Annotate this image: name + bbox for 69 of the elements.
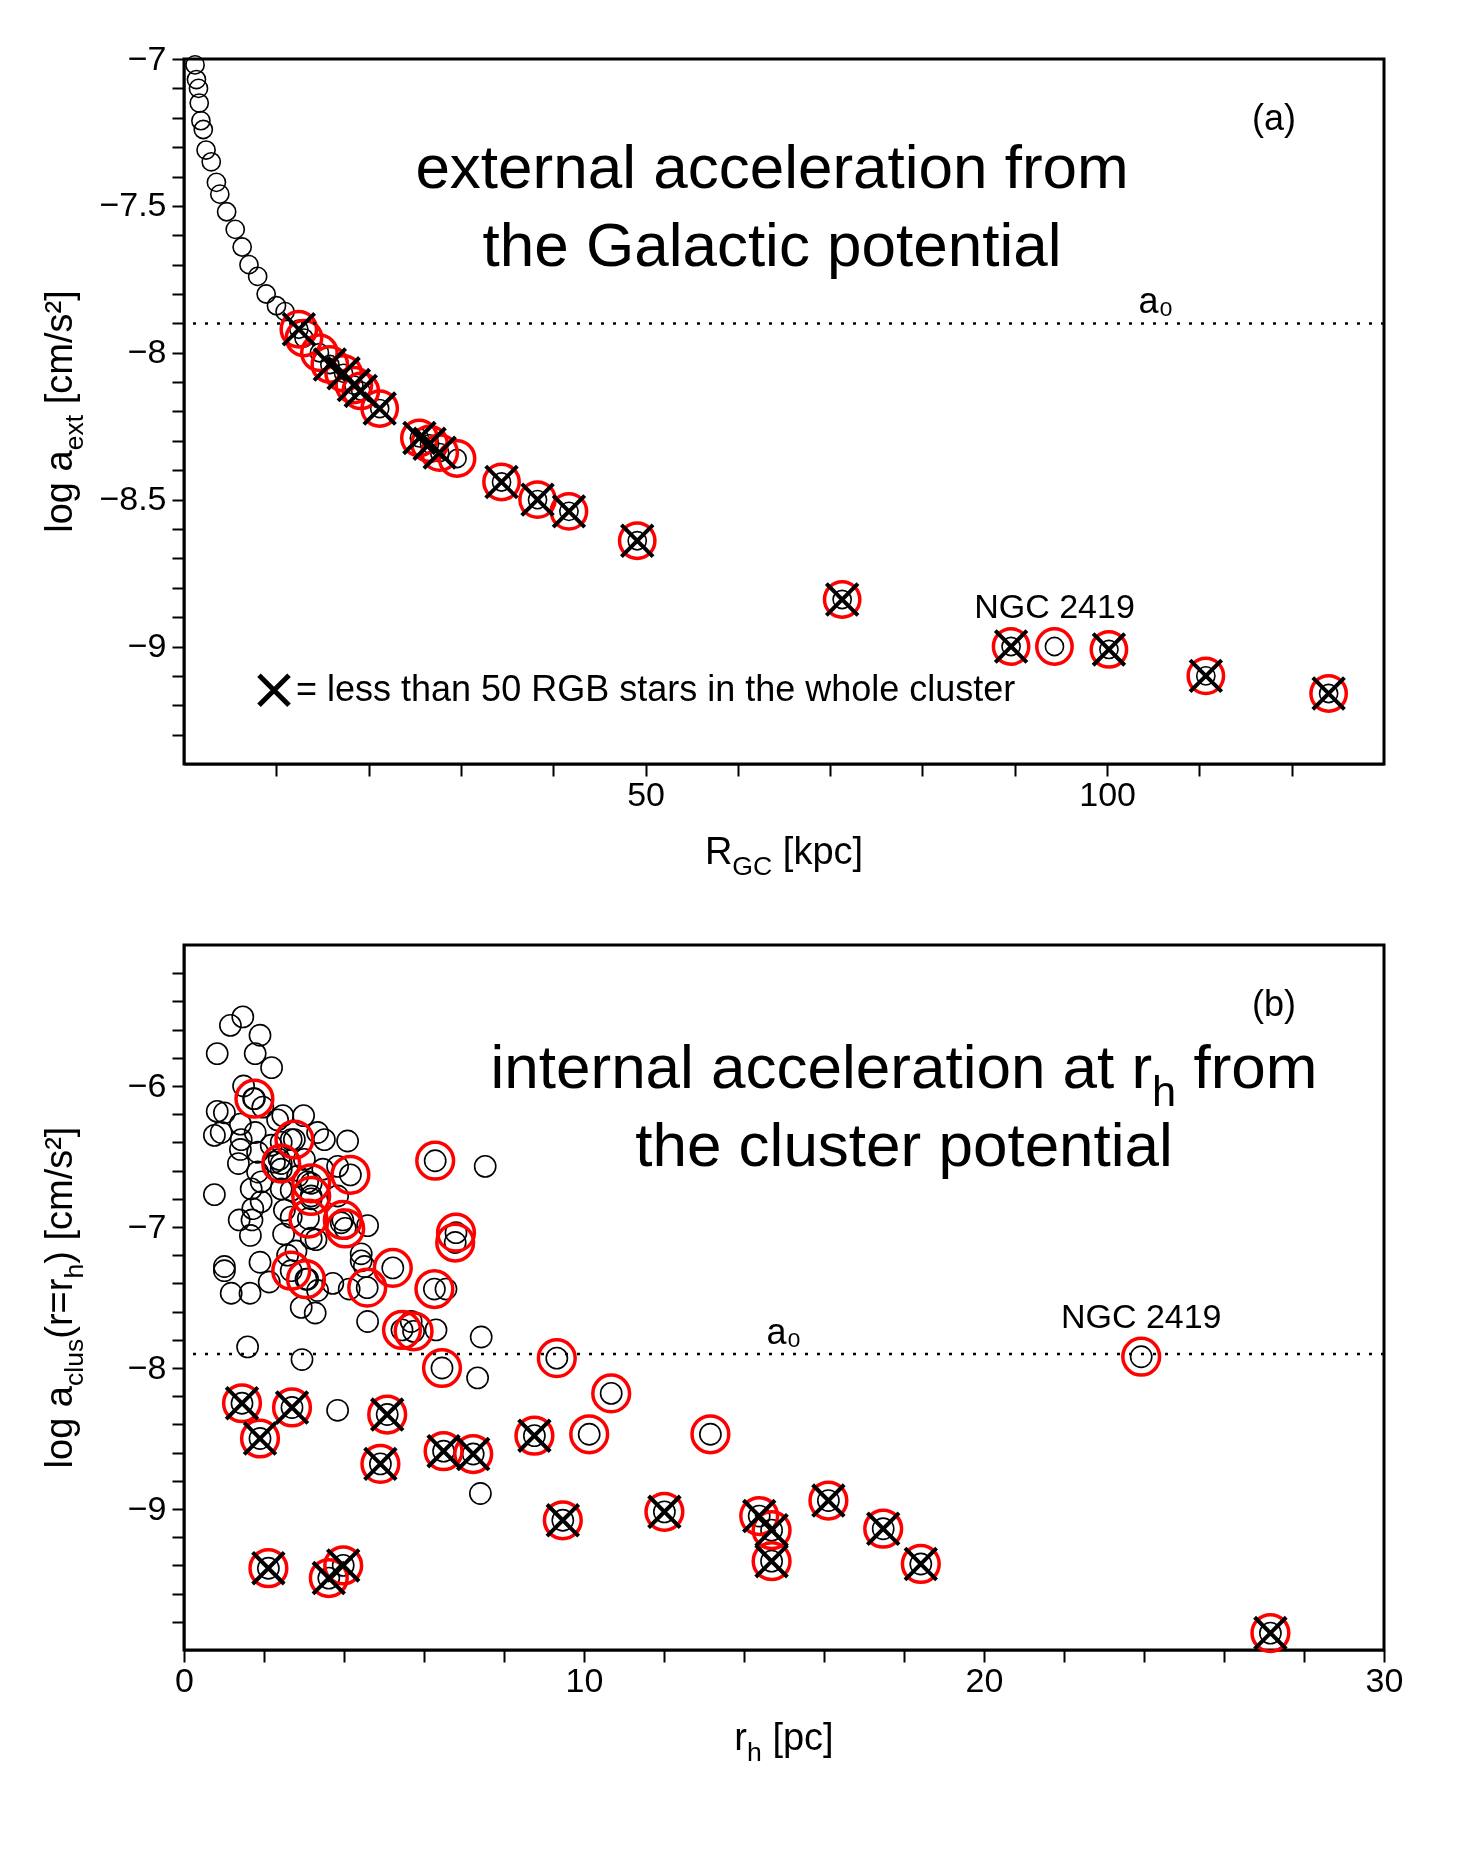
x-tick-label: 0 [175,1660,194,1699]
point [247,266,268,287]
point [288,1198,329,1239]
point [232,237,253,257]
y-tick-label: −9 [127,1488,167,1527]
point [274,1119,315,1160]
point [188,78,209,99]
y-tick-label: −8.5 [99,479,167,518]
point [393,1311,434,1352]
point [266,295,287,316]
point [285,1259,327,1300]
y-tick-label: −8 [127,332,167,371]
y-tick-label: −7 [127,38,167,77]
x-tick-label: 50 [627,774,665,813]
point [234,1078,275,1119]
x-tick-label: 30 [1365,1660,1404,1699]
point [191,110,211,131]
x-tick-label: 10 [565,1660,604,1699]
point [275,301,295,322]
point [196,140,216,160]
y-axis-title: log aext [cm/s²] [38,290,90,533]
y-tick-label: −7.5 [99,185,167,224]
point [381,1309,423,1351]
point [330,1154,371,1195]
point [216,201,237,222]
point [347,1267,388,1308]
y-axis-title: log aclus(r=rh) [cm/s²] [38,1126,90,1469]
y-tick-label: −8 [127,1347,167,1386]
point [291,1175,332,1217]
y-tick-label: −9 [127,626,167,664]
point [261,1143,302,1184]
legend-label: = less than 50 RGB stars in the whole cluster [296,668,1016,710]
point [435,1212,477,1253]
annotation: NGC 2419 [1060,1296,1222,1335]
point [225,219,246,240]
annotation: (b) [1252,983,1296,1024]
text: external acceleration from the Galactic potential [415,131,1129,279]
point [291,1163,332,1204]
ref-line-label: a₀ [1138,280,1174,322]
point [256,284,277,304]
x-tick-label: 20 [965,1660,1004,1699]
point [206,172,227,193]
point [271,1250,312,1291]
point [421,1347,463,1389]
point [536,1338,577,1379]
point [193,119,214,140]
point [690,1414,731,1455]
point [325,1208,366,1249]
point [1121,1336,1162,1377]
point [435,1222,476,1263]
point [189,93,210,113]
ref-line-label: a₀ [766,1310,802,1352]
y-tick-label: −6 [127,1065,167,1104]
point [186,69,207,90]
point [201,151,222,172]
point [372,1247,413,1288]
point [1035,627,1074,666]
annotation: (a) [1252,97,1296,138]
point [414,1268,455,1310]
point [569,1414,610,1455]
x-tick-label: 100 [1079,774,1136,813]
y-tick-label: −7 [127,1206,167,1245]
point [239,254,259,275]
point [185,55,205,75]
annotation: NGC 2419 [974,586,1135,625]
point [591,1373,632,1414]
point [209,184,230,204]
point [322,1199,363,1241]
point [415,1140,456,1181]
